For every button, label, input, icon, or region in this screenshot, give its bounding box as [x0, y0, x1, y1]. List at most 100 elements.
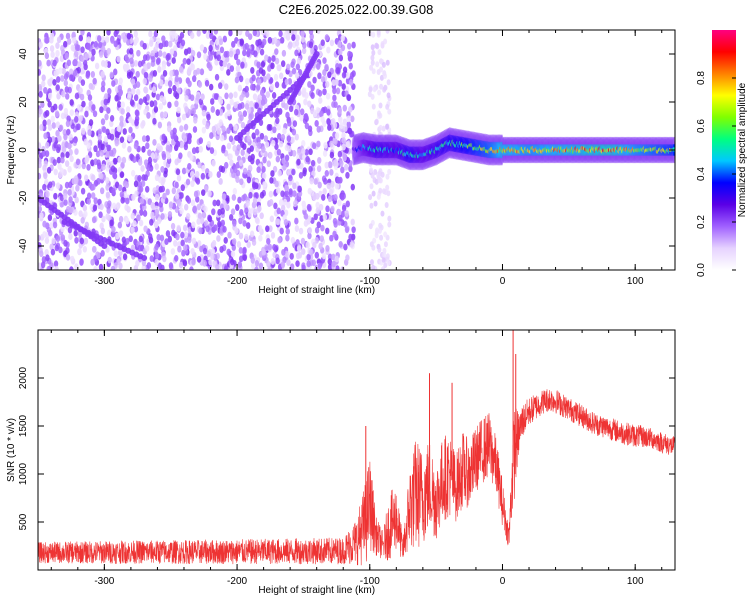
noise-cell [271, 139, 276, 147]
noise-cell [158, 42, 164, 50]
noise-cell [80, 55, 85, 63]
noise-cell [328, 161, 333, 169]
noise-cell [342, 104, 347, 112]
noise-cell [291, 67, 297, 75]
noise-cell [69, 155, 74, 163]
noise-cell [148, 30, 153, 38]
noise-cell [127, 93, 132, 101]
noise-cell [106, 30, 111, 36]
noise-cell [333, 194, 338, 201]
noise-cell [190, 32, 195, 39]
noise-cell [320, 116, 325, 123]
noise-cell [107, 229, 112, 237]
noise-cell [301, 147, 306, 155]
noise-cell [258, 262, 264, 270]
noise-cell [308, 148, 313, 156]
noise-cell [370, 172, 375, 179]
noise-cell [139, 197, 145, 205]
noise-cell [371, 31, 376, 38]
noise-cell [78, 210, 83, 218]
noise-cell [285, 228, 290, 235]
noise-cell [154, 163, 159, 171]
noise-cell [183, 231, 189, 239]
noise-cell [327, 195, 333, 203]
noise-cell [167, 235, 172, 243]
noise-cell [222, 225, 227, 233]
noise-cell [208, 83, 214, 91]
noise-cell [337, 79, 343, 87]
noise-cell [322, 150, 328, 157]
noise-cell [131, 193, 136, 201]
noise-cell [50, 135, 56, 143]
noise-cell [233, 124, 238, 132]
noise-cell [172, 127, 177, 135]
noise-cell [226, 127, 231, 134]
noise-cell [385, 123, 390, 130]
noise-cell [56, 36, 62, 44]
noise-cell [289, 263, 295, 270]
noise-cell [38, 59, 42, 67]
noise-cell [150, 50, 155, 57]
noise-cell [201, 109, 207, 117]
noise-cell [161, 153, 167, 161]
noise-cell [114, 181, 120, 189]
noise-cell [130, 78, 136, 86]
noise-cell [154, 252, 160, 260]
noise-cell [219, 246, 224, 253]
noise-cell [278, 199, 284, 206]
noise-cell [87, 94, 93, 102]
noise-cell [238, 246, 244, 254]
noise-cell [68, 233, 73, 240]
noise-cell [273, 111, 278, 118]
noise-cell [346, 115, 351, 123]
noise-cell [284, 78, 289, 86]
noise-cell [335, 87, 341, 95]
noise-cell [171, 187, 177, 195]
noise-cell [254, 266, 259, 270]
noise-cell [284, 190, 289, 198]
noise-cell [80, 30, 85, 36]
noise-cell [313, 178, 318, 185]
noise-cell [250, 83, 255, 91]
noise-cell [69, 99, 74, 106]
noise-cell [307, 100, 312, 108]
noise-cell [67, 142, 72, 150]
spectrogram-y-tick-label: -40 [18, 238, 29, 253]
noise-cell [38, 147, 41, 155]
noise-cell [333, 138, 338, 146]
noise-cell [241, 194, 246, 202]
noise-cell [350, 183, 355, 191]
noise-cell [272, 243, 277, 251]
noise-cell [348, 105, 353, 113]
noise-cell [246, 222, 251, 229]
noise-cell [294, 49, 299, 57]
noise-cell [268, 225, 273, 233]
noise-cell [252, 93, 258, 101]
noise-cell [291, 168, 296, 176]
noise-cell [266, 160, 271, 168]
colorbar-tick-label: 0.2 [696, 215, 707, 229]
noise-cell [378, 124, 383, 131]
noise-cell [222, 60, 227, 68]
noise-cell [257, 78, 262, 86]
noise-cell [106, 207, 111, 214]
noise-cell [152, 100, 158, 107]
noise-cell [280, 261, 286, 269]
noise-cell [224, 92, 229, 100]
noise-cell [178, 261, 184, 269]
noise-cell [67, 226, 73, 234]
noise-cell [205, 122, 210, 130]
noise-cell [140, 165, 145, 172]
noise-cell [55, 50, 60, 57]
noise-cell [133, 180, 139, 188]
noise-cell [141, 264, 146, 270]
noise-cell [265, 225, 270, 233]
noise-cell [350, 115, 355, 123]
noise-cell [286, 259, 291, 267]
noise-cell [44, 109, 50, 117]
noise-cell [216, 199, 221, 207]
noise-cell [153, 106, 159, 113]
noise-cell [304, 148, 309, 156]
noise-cell [191, 258, 196, 266]
noise-cell [259, 191, 265, 199]
